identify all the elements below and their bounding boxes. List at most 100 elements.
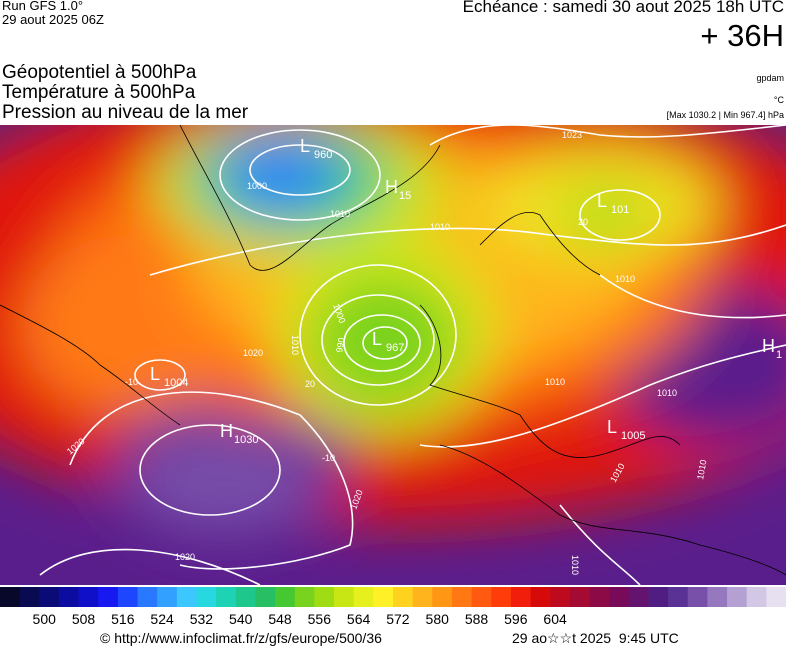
colorbar-tick-label: 556 (308, 611, 332, 627)
color-cell (137, 587, 158, 607)
colorbar-tick-label: 564 (347, 611, 371, 627)
contour-label: 20 (578, 217, 588, 227)
color-cell (373, 587, 394, 607)
lead-time: + 36H (700, 18, 784, 53)
color-cell (668, 587, 689, 607)
unit: °C (773, 95, 784, 105)
center-letter: L (607, 417, 617, 437)
color-cell (393, 587, 414, 607)
color-cell (334, 587, 355, 607)
contour-label: 1010 (695, 459, 708, 480)
color-cell (648, 587, 669, 607)
color-cell (294, 587, 315, 607)
contour-label: 1010 (615, 274, 635, 284)
color-cell (255, 587, 276, 607)
center-pressure: 1004 (164, 377, 188, 389)
color-cell (707, 587, 728, 607)
color-cell (275, 587, 296, 607)
color-cell (569, 587, 590, 607)
contour-label: 1010 (430, 222, 450, 232)
color-cell (176, 587, 197, 607)
run-date: 29 aout 2025 06Z (2, 12, 104, 27)
center-pressure: 1030 (234, 434, 258, 446)
run: Run GFS 1.0° (2, 0, 84, 13)
color-cell (19, 587, 40, 607)
center-pressure: 101 (611, 204, 629, 216)
contour-label: 1023 (562, 130, 582, 140)
center-pressure: 1005 (621, 430, 645, 442)
colorbar-tick-label: 596 (504, 611, 528, 627)
center-pressure: 967 (386, 342, 404, 354)
contour-label: 1010 (570, 555, 580, 575)
unit: [Max 1030.2 | Min 967.4] hPa (666, 110, 784, 120)
contour-label: 1010 (330, 209, 350, 219)
contour-label: -10 (125, 377, 138, 387)
color-cell (727, 587, 748, 607)
valid-time: Echéance : samedi 30 aout 2025 18h UTC (462, 0, 784, 16)
contour-label: 1020 (175, 552, 195, 562)
color-cell (39, 587, 60, 607)
color-cell (353, 587, 374, 607)
center-letter: H (385, 177, 398, 197)
colorbar-tick-label: 500 (33, 611, 57, 627)
center-letter: L (597, 191, 607, 211)
color-cell (412, 587, 433, 607)
colorbar: 500 508 516 524 532 540 548 556 564 572 580 588 596 6… (0, 587, 786, 627)
center-letter: L (150, 364, 160, 384)
color-cell (157, 587, 178, 607)
contour-label: 990 (334, 337, 346, 354)
colorbar-tick-label: 508 (72, 611, 96, 627)
color-cell (530, 587, 551, 607)
color-cell (58, 587, 80, 607)
contour-label: -10 (322, 453, 335, 463)
color-cell (609, 587, 630, 607)
color-cell (687, 587, 708, 607)
unit: gpdam (756, 73, 784, 83)
generated: 29 ao☆☆t 2025 9:45 UTC (512, 630, 679, 646)
field-shading (0, 125, 786, 585)
colorbar-tick-label: 588 (465, 611, 489, 627)
contour-label: 1010 (290, 335, 300, 355)
center-letter: H (220, 421, 233, 441)
source: © http://www.infoclimat.fr/z/gfs/europe/… (100, 630, 382, 646)
center-letter: H (762, 336, 775, 356)
center-pressure: 15 (399, 190, 411, 202)
color-cell (235, 587, 256, 607)
colorbar-tick-label: 524 (150, 611, 174, 627)
center-pressure: 960 (314, 149, 332, 161)
colorbar-tick-label: 580 (426, 611, 450, 627)
contour-label: 1010 (545, 377, 565, 387)
color-cell (314, 587, 335, 607)
center-letter: L (300, 136, 310, 156)
colorbar-tick-label: 516 (111, 611, 135, 627)
color-cell (589, 587, 610, 607)
color-cell (117, 587, 139, 607)
colorbar-tick-label: 548 (268, 611, 292, 627)
color-cell (628, 587, 649, 607)
center-pressure: 1 (776, 349, 782, 361)
color-cell (98, 587, 119, 607)
field: Pression au niveau de la mer (2, 102, 249, 123)
colorbar-tick-label: 540 (229, 611, 253, 627)
color-cell (196, 587, 217, 607)
colorbar-tick-label: 604 (543, 611, 567, 627)
isobars (39, 125, 786, 585)
color-cell (746, 587, 767, 607)
colorbar-tick-label: 572 (386, 611, 410, 627)
color-cell (510, 587, 532, 607)
color-cell (491, 587, 512, 607)
center-letter: L (372, 329, 382, 349)
color-cell (432, 587, 453, 607)
contour-label: 1020 (243, 348, 263, 358)
color-cell (451, 587, 473, 607)
contour-label: 1010 (657, 388, 677, 398)
contour-label: 20 (305, 379, 315, 389)
colorbar-tick-label: 532 (190, 611, 214, 627)
contour-label: 1000 (247, 181, 267, 191)
color-cell (550, 587, 571, 607)
color-cell (766, 587, 786, 607)
color-cell (471, 587, 492, 607)
field: Géopotentiel à 500hPa (2, 62, 197, 83)
